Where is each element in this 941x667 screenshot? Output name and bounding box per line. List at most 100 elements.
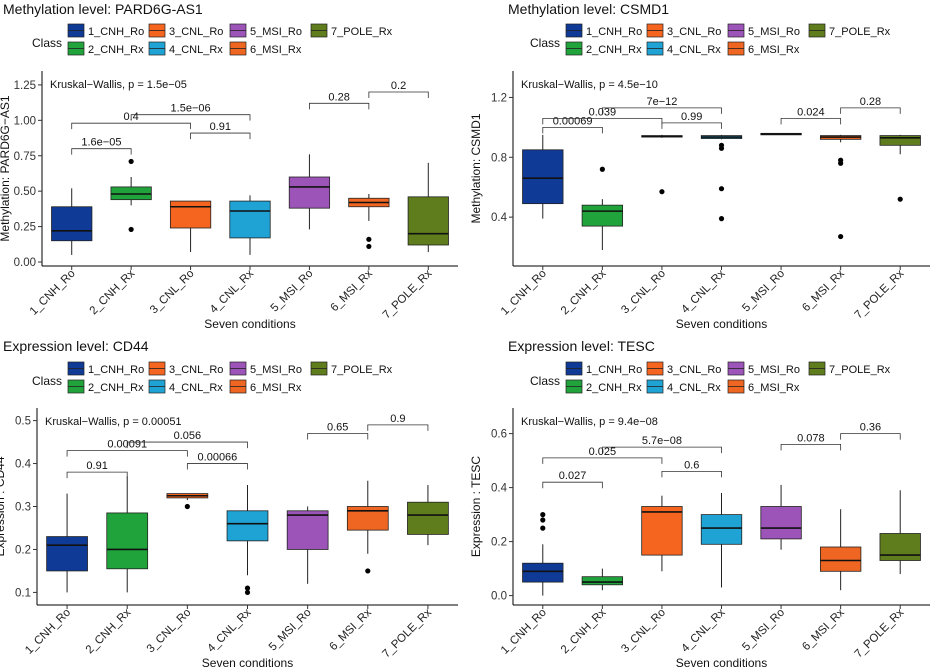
significance-bracket	[542, 481, 603, 489]
y-axis-label: Methylation: PARD6G−AS1	[0, 95, 12, 242]
box-5_MSI_Ro	[288, 176, 331, 209]
chart-title: Expression level: TESC	[508, 338, 655, 354]
bracket-p-value: 0.027	[559, 470, 587, 482]
x-tick-label: 6_MSI_Rx	[800, 606, 847, 653]
significance-bracket	[71, 148, 132, 155]
outlier-point	[244, 585, 251, 591]
legend-label-7_POLE_Rx: 7_POLE_Rx	[331, 26, 393, 38]
y-tick-label: 0.25	[14, 222, 36, 234]
y-tick-label: 0.4	[491, 212, 508, 224]
bracket-p-value: 0.00066	[198, 452, 238, 464]
x-tick-label: 4_CNL_Rx	[205, 606, 253, 654]
legend-title: Class	[32, 36, 62, 50]
y-tick-label: 0.5	[15, 416, 31, 428]
significance-bracket	[661, 471, 722, 478]
bracket-p-value: 0.28	[860, 96, 881, 108]
y-tick-label: 0.8	[491, 152, 507, 164]
outlier-point	[128, 226, 134, 233]
legend-label-6_MSI_Rx: 6_MSI_Rx	[748, 44, 800, 56]
box-3_CNL_Ro	[169, 200, 212, 229]
y-tick-label: 1.2	[491, 92, 507, 104]
box-1_CNH_Ro	[522, 562, 564, 583]
box-5_MSI_Ro	[286, 510, 329, 550]
legend-label-4_CNL_Rx: 4_CNL_Rx	[667, 382, 721, 394]
significance-bracket	[601, 446, 722, 454]
y-tick-label: 0.50	[14, 186, 36, 198]
legend-label-7_POLE_Rx: 7_POLE_Rx	[829, 26, 891, 38]
legend-label-5_MSI_Ro: 5_MSI_Ro	[250, 26, 302, 38]
significance-bracket	[66, 450, 188, 457]
bracket-p-value: 0.00069	[553, 115, 593, 127]
outlier-point	[128, 158, 134, 165]
legend-label-4_CNL_Rx: 4_CNL_Rx	[169, 44, 223, 56]
y-axis-label: Methylation: CSMD1	[469, 113, 483, 223]
box-2_CNH_Rx	[106, 512, 149, 570]
bracket-p-value: 0.91	[210, 121, 231, 133]
box-6_MSI_Rx	[346, 506, 389, 531]
x-tick-label: 5_MSI_Ro	[740, 607, 787, 654]
x-tick-label: 6_MSI_Rx	[327, 606, 374, 653]
box-4_CNL_Rx	[229, 200, 271, 239]
x-tick-label: 7_POLE_Rx	[853, 606, 907, 660]
significance-bracket	[130, 114, 251, 121]
legend-label-7_POLE_Rx: 7_POLE_Rx	[331, 364, 393, 376]
legend-label-3_CNL_Ro: 3_CNL_Ro	[169, 364, 223, 376]
significance-bracket	[840, 107, 901, 114]
outlier-point	[184, 503, 190, 510]
x-tick-label: 2_CNH_Rx	[84, 606, 134, 656]
y-tick-label: 0.75	[14, 151, 36, 163]
legend-label-1_CNH_Ro: 1_CNH_Ro	[88, 364, 144, 376]
significance-bracket	[661, 122, 722, 129]
box-7_POLE_Rx	[407, 501, 449, 535]
significance-bracket	[71, 122, 191, 130]
y-axis-label: Expression : TESC	[469, 456, 483, 557]
x-tick-label: 6_MSI_Rx	[800, 267, 847, 314]
box-4_CNL_Rx	[226, 510, 269, 542]
x-tick-label: 3_CNL_Ro	[619, 268, 668, 317]
y-tick-label: 0.2	[491, 537, 507, 549]
bracket-p-value: 0.28	[328, 91, 349, 103]
outlier-point	[718, 216, 725, 222]
y-tick-label: 0.0	[491, 591, 507, 603]
x-tick-label: 5_MSI_Ro	[269, 268, 316, 315]
bracket-p-value: 0.36	[860, 422, 881, 434]
chart-panel-4: Expression level: TESC Class 1_CNH_Ro 3_CNL…	[469, 338, 930, 667]
bracket-p-value: 1.6e−05	[81, 137, 121, 149]
bracket-p-value: 7e−12	[646, 96, 677, 108]
outlier-point	[366, 236, 372, 242]
legend-label-1_CNH_Ro: 1_CNH_Ro	[586, 364, 642, 376]
box-2_CNH_Rx	[581, 204, 624, 227]
box-4_CNL_Rx	[700, 514, 743, 545]
legend-label-5_MSI_Ro: 5_MSI_Ro	[748, 26, 800, 38]
legend-label-4_CNL_Rx: 4_CNL_Rx	[667, 44, 721, 56]
legend-label-3_CNL_Ro: 3_CNL_Ro	[667, 364, 721, 376]
chart-title: Methylation level: CSMD1	[508, 1, 669, 17]
x-tick-label: 2_CNH_Rx	[88, 267, 138, 317]
x-tick-label: 4_CNL_Rx	[679, 606, 727, 654]
test-label: Kruskal−Wallis, p = 4.5e−10	[521, 79, 658, 91]
box-5_MSI_Ro	[760, 506, 802, 540]
x-tick-label: 7_POLE_Rx	[381, 267, 435, 321]
box-1_CNH_Ro	[51, 206, 93, 242]
x-tick-label: 6_MSI_Rx	[329, 267, 376, 314]
box-3_CNL_Ro	[641, 506, 683, 556]
outlier-point	[718, 145, 725, 151]
outlier-point	[244, 589, 251, 596]
test-label: Kruskal−Wallis, p = 0.00051	[45, 416, 182, 428]
test-label: Kruskal−Wallis, p = 1.5e−05	[50, 79, 187, 91]
x-tick-label: 5_MSI_Ro	[267, 607, 314, 654]
y-tick-label: 0.4	[491, 483, 508, 495]
x-tick-label: 1_CNH_Ro	[28, 268, 78, 318]
chart-title: Methylation level: PARD6G-AS1	[3, 1, 203, 17]
bracket-p-value: 0.91	[86, 460, 107, 472]
significance-bracket	[542, 117, 663, 125]
box-6_MSI_Rx	[819, 546, 862, 572]
significance-bracket	[601, 107, 722, 114]
bracket-p-value: 1.5e−06	[171, 103, 211, 115]
outlier-point	[838, 160, 844, 166]
box-7_POLE_Rx	[879, 135, 921, 146]
x-tick-label: 1_CNH_Ro	[499, 607, 549, 657]
outlier-point	[897, 196, 903, 202]
outlier-point	[366, 243, 372, 250]
